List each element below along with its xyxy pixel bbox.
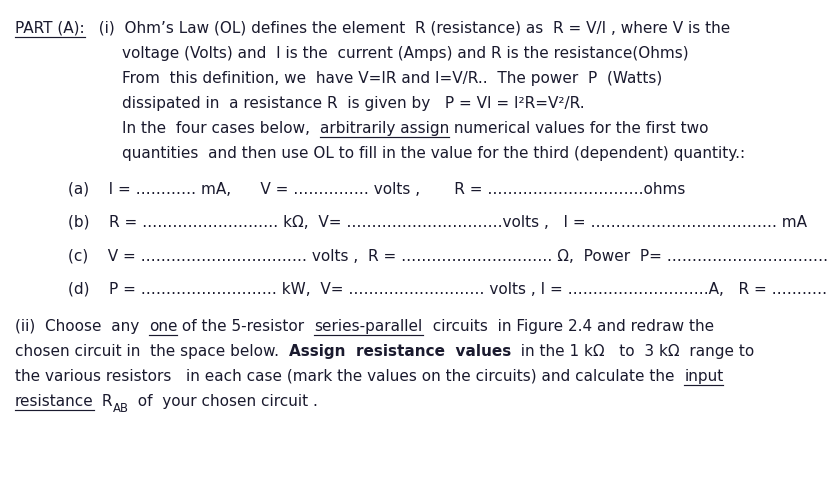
Text: (ii)  Choose  any: (ii) Choose any (15, 318, 149, 334)
Text: (d)    P = ……………………… kW,  V= ……………………… volts , I = ……………………….A,   R = ……………………… : (d) P = ……………………… kW, V= ……………………… volts… (68, 282, 827, 297)
Text: (a)    I = ………… mA,      V = …………… volts ,       R = ………………………….ohms: (a) I = ………… mA, V = …………… volts , R = …… (68, 181, 686, 196)
Text: (b)    R = ……………………… kΩ,  V= ………………………….volts ,   I = ………………………………. mA: (b) R = ……………………… kΩ, V= ………………………….volt… (68, 215, 807, 230)
Text: In the  four cases below,: In the four cases below, (122, 121, 320, 136)
Text: one: one (149, 318, 177, 334)
Text: in the 1 kΩ   to  3 kΩ  range to: in the 1 kΩ to 3 kΩ range to (511, 343, 754, 359)
Text: R: R (97, 394, 112, 409)
Text: input: input (684, 368, 724, 384)
Text: circuits  in Figure 2.4 and redraw the: circuits in Figure 2.4 and redraw the (423, 318, 714, 334)
Text: numerical values for the first two: numerical values for the first two (449, 121, 709, 136)
Text: series-parallel: series-parallel (314, 318, 423, 334)
Text: dissipated in  a resistance R  is given by   P = VI = I²R=V²/R.: dissipated in a resistance R is given by… (122, 96, 585, 111)
Text: quantities  and then use OL to fill in the value for the third (dependent) quant: quantities and then use OL to fill in th… (122, 146, 745, 161)
Text: From  this definition, we  have V=IR and I=V/R..  The power  P  (Watts): From this definition, we have V=IR and I… (122, 71, 662, 86)
Text: Assign  resistance  values: Assign resistance values (289, 343, 511, 359)
Text: PART (A):: PART (A): (15, 21, 84, 36)
Text: (i)  Ohm’s Law (OL) defines the element  R (resistance) as  R = V/I , where V is: (i) Ohm’s Law (OL) defines the element R… (89, 21, 731, 36)
Text: voltage (Volts) and  I is the  current (Amps) and R is the resistance(Ohms): voltage (Volts) and I is the current (Am… (122, 46, 689, 61)
Text: (c)    V = …………………………… volts ,  R = ………………………… Ω,  Power  P= …………………………… Watts.: (c) V = …………………………… volts , R = ……………………… (68, 248, 827, 263)
Text: AB: AB (112, 402, 128, 415)
Text: arbitrarily assign: arbitrarily assign (320, 121, 449, 136)
Text: of the 5-resistor: of the 5-resistor (177, 318, 314, 334)
Text: chosen circuit in  the space below.: chosen circuit in the space below. (15, 343, 289, 359)
Text: the various resistors   in each case (mark the values on the circuits) and calcu: the various resistors in each case (mark… (15, 368, 684, 384)
Text: of  your chosen circuit .: of your chosen circuit . (128, 394, 318, 409)
Text: resistance: resistance (15, 394, 93, 409)
